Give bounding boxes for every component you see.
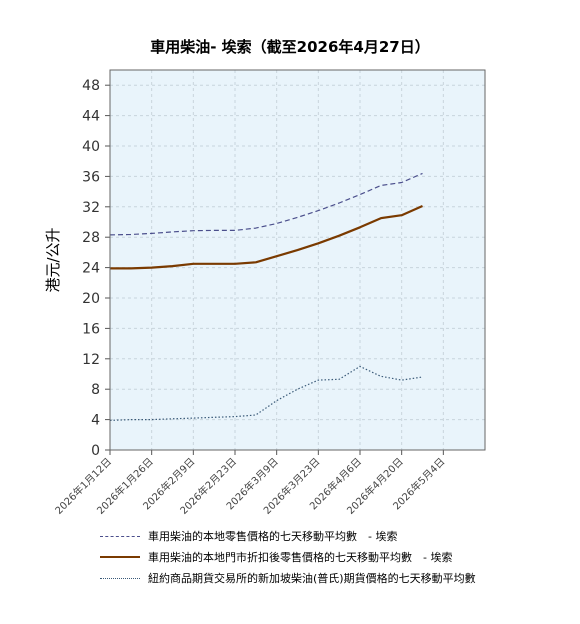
plot-frame: [109, 69, 486, 451]
y-tick-label: 16: [82, 321, 100, 337]
series-line-platts: [109, 365, 423, 421]
y-tick-label: 8: [91, 382, 100, 398]
legend-swatch-platts: [100, 577, 140, 579]
legend-label-retail: 車用柴油的本地零售價格的七天移動平均數 - 埃索: [148, 530, 398, 543]
y-tick-label: 40: [82, 139, 100, 155]
y-tick-label: 12: [82, 352, 100, 368]
legend-swatch-retail: [100, 535, 140, 537]
y-tick-label: 4: [91, 413, 100, 429]
legend-label-platts: 紐約商品期貨交易所的新加坡柴油(普氏)期貨價格的七天移動平均數: [148, 572, 476, 585]
y-tick-label: 28: [82, 230, 100, 246]
legend-item-platts: 紐約商品期貨交易所的新加坡柴油(普氏)期貨價格的七天移動平均數: [100, 570, 476, 586]
y-tick-label: 32: [82, 200, 100, 216]
chart-title: 車用柴油- 埃索（截至2026年4月27日）: [150, 38, 430, 56]
legend-item-discounted: 車用柴油的本地門市折扣後零售價格的七天移動平均數 - 埃索: [100, 549, 452, 565]
legend-label-discounted: 車用柴油的本地門市折扣後零售價格的七天移動平均數 - 埃索: [148, 551, 453, 564]
y-tick-label: 0: [91, 443, 100, 459]
y-tick-label: 48: [82, 78, 100, 94]
y-tick-label: 20: [82, 291, 100, 307]
legend-swatch-discounted: [100, 556, 140, 558]
series-line-discounted: [110, 204, 423, 270]
y-axis-label: 港元/公升: [44, 227, 62, 292]
y-tick-label: 36: [82, 169, 100, 185]
series-layer: [109, 172, 423, 421]
legend-item-retail: 車用柴油的本地零售價格的七天移動平均數 - 埃索: [100, 528, 397, 544]
y-tick-label: 44: [82, 109, 100, 125]
y-tick-label: 24: [82, 261, 100, 277]
plot-area: [110, 70, 485, 450]
series-line-retail: [109, 172, 423, 236]
